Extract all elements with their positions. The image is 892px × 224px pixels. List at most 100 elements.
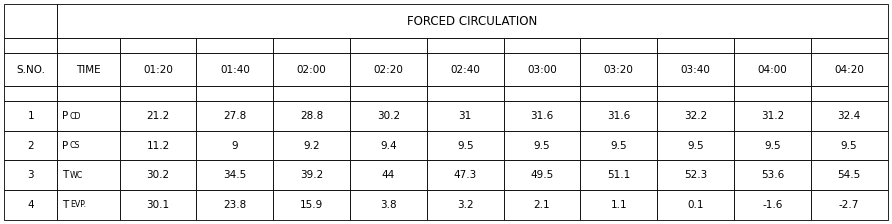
Bar: [426, 101, 504, 131]
Bar: [196, 160, 273, 190]
Text: 02:20: 02:20: [374, 65, 403, 75]
Text: EVP.: EVP.: [70, 200, 86, 209]
Text: 30.1: 30.1: [146, 200, 169, 210]
Text: 02:40: 02:40: [450, 65, 480, 75]
Bar: [426, 190, 504, 220]
Text: 32.4: 32.4: [838, 111, 861, 121]
Bar: [57, 4, 888, 38]
Bar: [4, 131, 57, 160]
Text: P: P: [62, 141, 68, 151]
Bar: [4, 190, 57, 220]
Text: 2.1: 2.1: [533, 200, 550, 210]
Bar: [273, 38, 350, 53]
Bar: [57, 160, 120, 190]
Bar: [196, 38, 273, 53]
Bar: [657, 190, 734, 220]
Bar: [4, 101, 57, 131]
Text: 9.5: 9.5: [764, 141, 780, 151]
Bar: [350, 53, 426, 86]
Bar: [504, 38, 581, 53]
Bar: [657, 131, 734, 160]
Text: 39.2: 39.2: [300, 170, 323, 180]
Bar: [273, 86, 350, 101]
Text: 11.2: 11.2: [146, 141, 169, 151]
Bar: [811, 160, 888, 190]
Bar: [734, 86, 811, 101]
Text: 02:00: 02:00: [297, 65, 326, 75]
Bar: [4, 160, 57, 190]
Bar: [196, 53, 273, 86]
Bar: [734, 53, 811, 86]
Bar: [426, 131, 504, 160]
Bar: [426, 53, 504, 86]
Bar: [657, 86, 734, 101]
Text: 01:20: 01:20: [143, 65, 173, 75]
Bar: [273, 101, 350, 131]
Text: 0.1: 0.1: [688, 200, 704, 210]
Text: T: T: [62, 200, 68, 210]
Bar: [57, 190, 120, 220]
Text: 9: 9: [232, 141, 238, 151]
Bar: [273, 131, 350, 160]
Bar: [657, 101, 734, 131]
Text: -2.7: -2.7: [839, 200, 859, 210]
Bar: [657, 38, 734, 53]
Bar: [273, 160, 350, 190]
Text: WC: WC: [70, 171, 83, 180]
Bar: [504, 190, 581, 220]
Bar: [734, 160, 811, 190]
Text: TIME: TIME: [76, 65, 101, 75]
Text: 1: 1: [28, 111, 34, 121]
Bar: [504, 86, 581, 101]
Bar: [350, 101, 426, 131]
Text: 9.2: 9.2: [303, 141, 320, 151]
Bar: [350, 38, 426, 53]
Text: -1.6: -1.6: [762, 200, 782, 210]
Text: 9.5: 9.5: [457, 141, 474, 151]
Bar: [581, 160, 657, 190]
Bar: [811, 190, 888, 220]
Text: 15.9: 15.9: [300, 200, 323, 210]
Text: 52.3: 52.3: [684, 170, 707, 180]
Bar: [4, 53, 57, 86]
Text: 9.5: 9.5: [841, 141, 857, 151]
Bar: [504, 131, 581, 160]
Bar: [734, 190, 811, 220]
Text: 30.2: 30.2: [146, 170, 169, 180]
Bar: [734, 101, 811, 131]
Bar: [120, 53, 196, 86]
Bar: [57, 131, 120, 160]
Bar: [811, 86, 888, 101]
Text: 3.2: 3.2: [457, 200, 474, 210]
Text: 21.2: 21.2: [146, 111, 169, 121]
Text: 2: 2: [28, 141, 34, 151]
Text: 32.2: 32.2: [684, 111, 707, 121]
Text: 27.8: 27.8: [223, 111, 246, 121]
Bar: [120, 38, 196, 53]
Text: 47.3: 47.3: [453, 170, 477, 180]
Bar: [196, 101, 273, 131]
Bar: [504, 160, 581, 190]
Text: T: T: [62, 170, 68, 180]
Text: 1.1: 1.1: [610, 200, 627, 210]
Text: 03:40: 03:40: [681, 65, 711, 75]
Bar: [120, 160, 196, 190]
Bar: [273, 53, 350, 86]
Text: 3.8: 3.8: [380, 200, 397, 210]
Bar: [350, 131, 426, 160]
Bar: [196, 131, 273, 160]
Bar: [350, 86, 426, 101]
Bar: [734, 131, 811, 160]
Bar: [57, 53, 120, 86]
Text: 51.1: 51.1: [607, 170, 631, 180]
Bar: [4, 38, 57, 53]
Text: 31.2: 31.2: [761, 111, 784, 121]
Text: 04:00: 04:00: [757, 65, 788, 75]
Bar: [4, 4, 57, 38]
Bar: [57, 86, 120, 101]
Bar: [350, 160, 426, 190]
Text: CD: CD: [70, 112, 81, 121]
Bar: [581, 101, 657, 131]
Bar: [57, 38, 120, 53]
Text: 44: 44: [382, 170, 395, 180]
